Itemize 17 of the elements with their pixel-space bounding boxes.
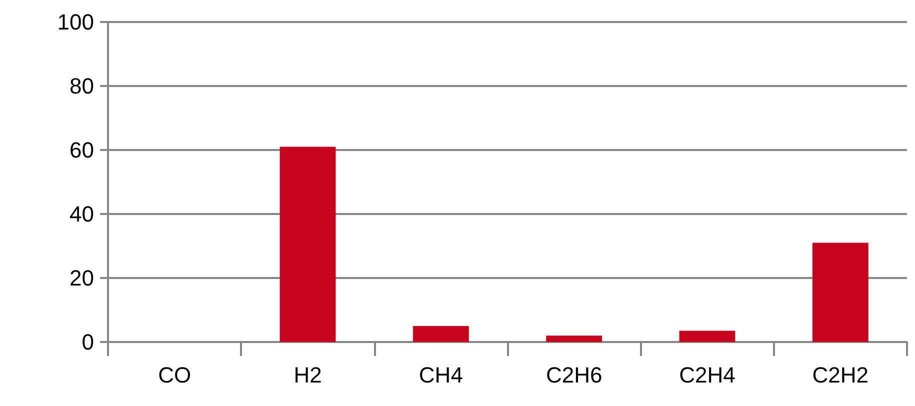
x-tick-label: C2H6 (546, 362, 602, 388)
bar (412, 326, 469, 342)
bar (812, 242, 868, 342)
y-tick-label: 60 (70, 138, 94, 162)
y-tick-label: 80 (70, 74, 94, 98)
bar (679, 330, 736, 342)
y-tick-label: 100 (57, 10, 94, 34)
y-tick-label: 0 (82, 330, 94, 354)
bar (280, 146, 336, 342)
bar (546, 336, 602, 342)
x-tick-label: CO (158, 362, 192, 388)
y-tick-label: 40 (70, 202, 94, 226)
y-tick-label: 20 (70, 266, 94, 290)
x-tick-label: H2 (294, 362, 322, 388)
x-tick-label: CH4 (418, 362, 463, 388)
x-tick-label: C2H2 (812, 362, 869, 388)
x-tick-label: C2H4 (679, 362, 736, 388)
